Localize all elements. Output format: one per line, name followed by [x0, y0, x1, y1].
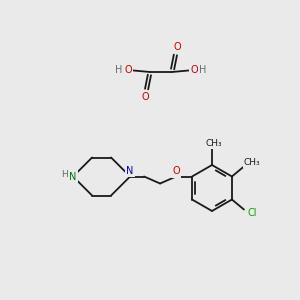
- Text: CH₃: CH₃: [244, 158, 260, 167]
- Text: O: O: [173, 42, 181, 52]
- Text: H: H: [61, 170, 68, 179]
- Text: CH₃: CH₃: [206, 139, 222, 148]
- Text: O: O: [190, 65, 198, 75]
- Text: O: O: [172, 167, 180, 176]
- Text: H: H: [199, 65, 207, 75]
- Text: Cl: Cl: [247, 208, 257, 218]
- Text: H: H: [115, 65, 123, 75]
- Text: O: O: [141, 92, 149, 102]
- Text: N: N: [126, 166, 134, 176]
- Text: O: O: [124, 65, 132, 75]
- Text: N: N: [69, 172, 77, 182]
